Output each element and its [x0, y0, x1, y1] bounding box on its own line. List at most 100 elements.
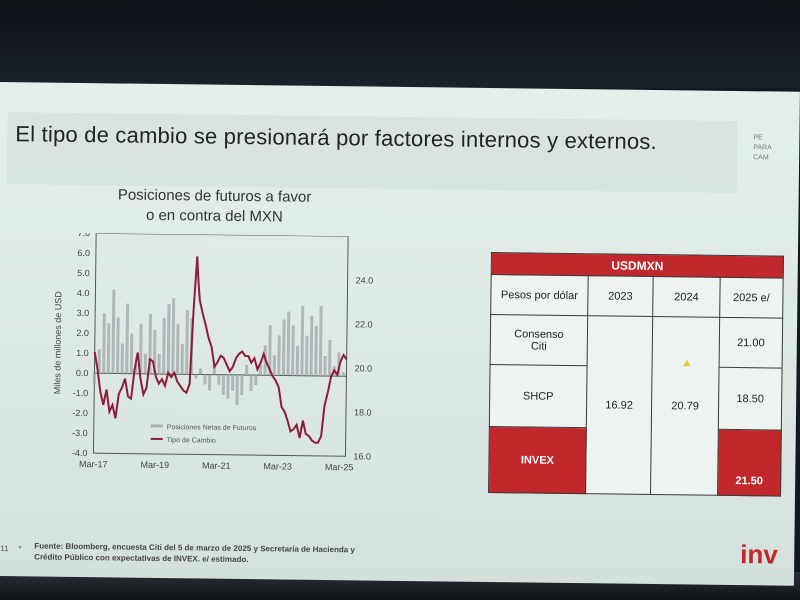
left-tick-label: 4.0 — [77, 288, 90, 298]
futures-bar — [314, 325, 318, 376]
futures-bar — [157, 353, 161, 374]
futures-bar — [304, 335, 309, 376]
value-shcp-2025: 18.50 — [718, 367, 783, 431]
right-tick-label: 18.0 — [354, 407, 372, 417]
col-header-2023: 2023 — [587, 275, 654, 317]
futures-bar — [318, 305, 323, 376]
futures-bar — [235, 374, 239, 405]
right-tick-label: 20.0 — [354, 363, 372, 373]
invex-logo: inv — [740, 539, 779, 570]
exchange-rate-line — [93, 256, 348, 444]
x-tick-label: Mar-23 — [263, 461, 292, 471]
x-tick-label: Mar-17 — [79, 459, 108, 469]
legend-label-futures: Posiciones Netas de Futuros — [167, 424, 257, 432]
futures-bar — [231, 374, 235, 391]
futures-bar — [226, 374, 230, 399]
futures-bar — [240, 374, 244, 395]
futures-bar — [129, 333, 134, 374]
value-invex-2025: 21.50 — [717, 429, 782, 497]
value-2024: 20.79 — [650, 316, 720, 496]
corner-label-line: PARA — [753, 144, 772, 152]
futures-bar — [245, 365, 249, 376]
col-header-2025: 2025 e/ — [719, 277, 784, 319]
left-tick-label: 0.0 — [76, 368, 89, 378]
futures-bar — [300, 305, 305, 376]
futures-bar — [295, 345, 300, 376]
futures-bar — [185, 310, 189, 375]
left-tick-label: 6.0 — [77, 248, 90, 258]
futures-bar — [286, 311, 291, 376]
right-axis-label: USDMXN — [377, 327, 379, 366]
futures-bar — [194, 374, 198, 379]
futures-bar — [341, 372, 345, 377]
futures-bar — [291, 325, 295, 376]
futures-bar — [198, 368, 203, 375]
futures-bar — [254, 375, 258, 386]
futures-bar — [120, 343, 124, 374]
futures-bar — [180, 344, 184, 375]
right-tick-label: 24.0 — [356, 275, 374, 285]
left-tick-label: 3.0 — [77, 308, 90, 318]
right-tick-label: 22.0 — [355, 319, 373, 329]
left-tick-label: -2.0 — [72, 408, 88, 418]
futures-bar — [258, 365, 263, 376]
chart-title-line-2: o en contra del MXN — [145, 206, 283, 226]
futures-bar — [217, 374, 221, 385]
corner-label-line: PE — [753, 134, 763, 142]
x-tick-label: Mar-19 — [140, 460, 169, 470]
futures-bar — [162, 318, 166, 375]
row-label-invex: INVEX — [488, 426, 587, 494]
col-header-2024: 2024 — [652, 276, 721, 318]
futures-bar — [203, 374, 207, 385]
futures-bar — [125, 303, 130, 374]
futures-bar — [207, 374, 212, 391]
usdmxn-table: USDMXN Pesos por dólar 2023 2024 2025 e/… — [488, 252, 784, 497]
col-header-label: Pesos por dólar — [490, 274, 589, 316]
futures-bar — [249, 375, 253, 392]
plot-frame — [92, 232, 349, 457]
futures-bar — [139, 323, 143, 374]
futures-bar — [323, 355, 327, 377]
value-citi-2025: 21.00 — [719, 317, 783, 369]
legend-label-fx: Tipo de Cambio — [167, 437, 216, 445]
x-tick-label: Mar-25 — [325, 462, 354, 472]
futures-bar — [268, 325, 272, 376]
futures-bar — [143, 353, 147, 374]
futures-bar — [328, 340, 332, 377]
futures-bar — [106, 323, 111, 374]
left-tick-label: 1.0 — [76, 348, 89, 358]
left-tick-label: -3.0 — [72, 428, 88, 438]
chart-title: Posiciones de futuros a favor o en contr… — [84, 185, 344, 228]
left-tick-label: 2.0 — [76, 328, 89, 338]
futures-bar — [171, 298, 176, 375]
left-tick-label: 7.0 — [78, 233, 91, 239]
right-tick-label: 16.0 — [353, 451, 371, 461]
value-2023: 16.92 — [585, 315, 653, 495]
futures-bar — [111, 289, 116, 374]
futures-fx-chart: 7.0 6.0 5.0 4.0 3.0 2.0 1.0 0.0 -1.0 -2.0 -3.0 -4.0… — [52, 232, 379, 473]
futures-bar — [97, 349, 101, 374]
source-footnote: Fuente: Bloomberg, encuesta Citi del 5 d… — [34, 540, 454, 567]
corner-label-line: CAM — [753, 154, 769, 162]
left-tick-label: 5.0 — [77, 268, 90, 278]
futures-bar — [281, 319, 286, 376]
futures-bar — [175, 324, 180, 375]
corner-label: PE PARA CAM — [753, 133, 772, 163]
futures-bar — [166, 304, 171, 375]
row-label-citi: Consenso Citi — [490, 314, 588, 366]
row-label-shcp: SHCP — [489, 364, 588, 428]
room-background-top — [0, 0, 800, 88]
left-tick-label: -4.0 — [72, 448, 88, 458]
futures-bar — [102, 313, 106, 374]
futures-bar — [277, 335, 281, 376]
futures-bar — [115, 317, 120, 374]
futures-bar — [272, 355, 276, 376]
futures-bar — [309, 315, 314, 376]
left-axis-label: Miles de millones de USD — [52, 291, 63, 395]
row-label-citi-text: Consenso Citi — [514, 327, 564, 353]
futures-bar — [92, 373, 96, 384]
page-number: 11 — [0, 544, 9, 554]
footnote-marker: * — [18, 544, 22, 554]
usdmxn-table-wrap: USDMXN Pesos por dólar 2023 2024 2025 e/… — [488, 252, 784, 497]
projected-slide: El tipo de cambio se presionará por fact… — [0, 82, 800, 586]
